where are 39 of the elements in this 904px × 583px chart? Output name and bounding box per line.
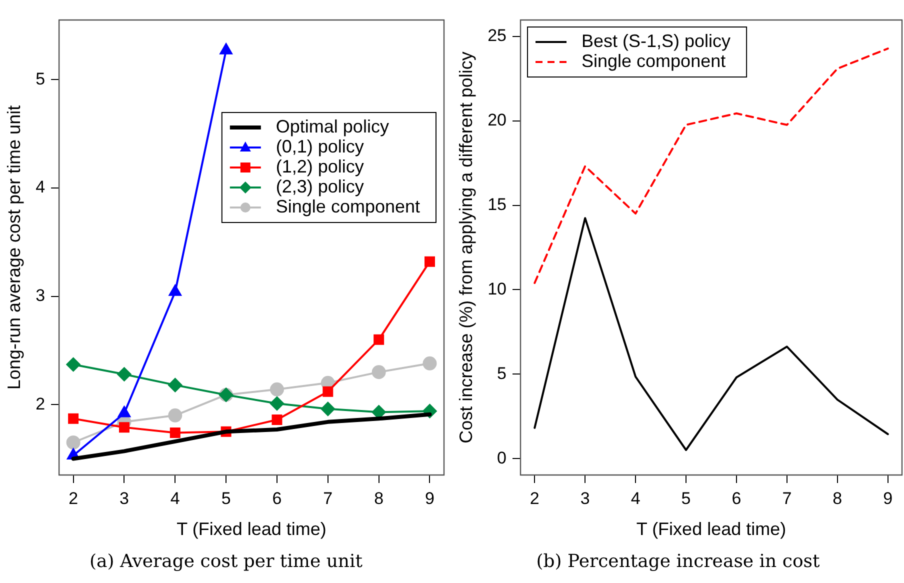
y-tick-label: 3	[36, 286, 46, 305]
x-tick-label: 4	[170, 488, 180, 508]
legend-label: Single component	[276, 196, 420, 216]
text: (a) Average cost per time unit	[88, 551, 364, 572]
y-tick-label: 10	[488, 279, 507, 298]
x-tick-label: 4	[630, 488, 640, 508]
legend-label: Single component	[582, 50, 726, 71]
legend-label: (1,2) policy	[276, 156, 364, 176]
legend-label: Optimal policy	[276, 116, 389, 136]
x-tick-label: 9	[883, 488, 893, 508]
y-tick-label: 0	[497, 448, 507, 468]
text: (b) Percentage increase in cost	[535, 551, 821, 572]
y-tick-label: 4	[36, 178, 46, 197]
x-tick-label: 5	[221, 488, 231, 508]
x-axis-title: T (Fixed lead time)	[176, 519, 326, 540]
x-tick-label: 8	[832, 488, 842, 508]
x-tick-label: 7	[782, 488, 792, 508]
legend-label: Best (S-1,S) policy	[582, 30, 731, 51]
y-axis-title: Cost increase (%) from applying a different policy	[456, 52, 476, 444]
x-tick-label: 7	[323, 488, 333, 508]
x-axis-title: T (Fixed lead time)	[636, 519, 786, 540]
x-tick-label: 2	[68, 488, 78, 508]
legend-label: (0,1) policy	[276, 136, 364, 156]
y-tick-label: 2	[36, 394, 46, 414]
x-tick-label: 5	[681, 488, 691, 508]
x-tick-label: 2	[530, 488, 540, 508]
y-tick-label: 20	[488, 110, 507, 130]
x-tick-label: 8	[374, 488, 384, 508]
y-tick-label: 15	[488, 194, 507, 214]
x-tick-label: 6	[272, 488, 282, 508]
x-tick-label: 6	[732, 488, 742, 508]
y-tick-label: 5	[497, 364, 507, 383]
legend-label: (2,3) policy	[276, 176, 364, 196]
y-tick-label: 5	[36, 69, 46, 88]
x-tick-label: 3	[119, 488, 129, 508]
x-tick-label: 3	[580, 488, 590, 508]
y-tick-label: 25	[488, 26, 507, 46]
y-axis-title: Long-run average cost per time unit	[4, 105, 24, 390]
x-tick-label: 9	[425, 488, 434, 508]
